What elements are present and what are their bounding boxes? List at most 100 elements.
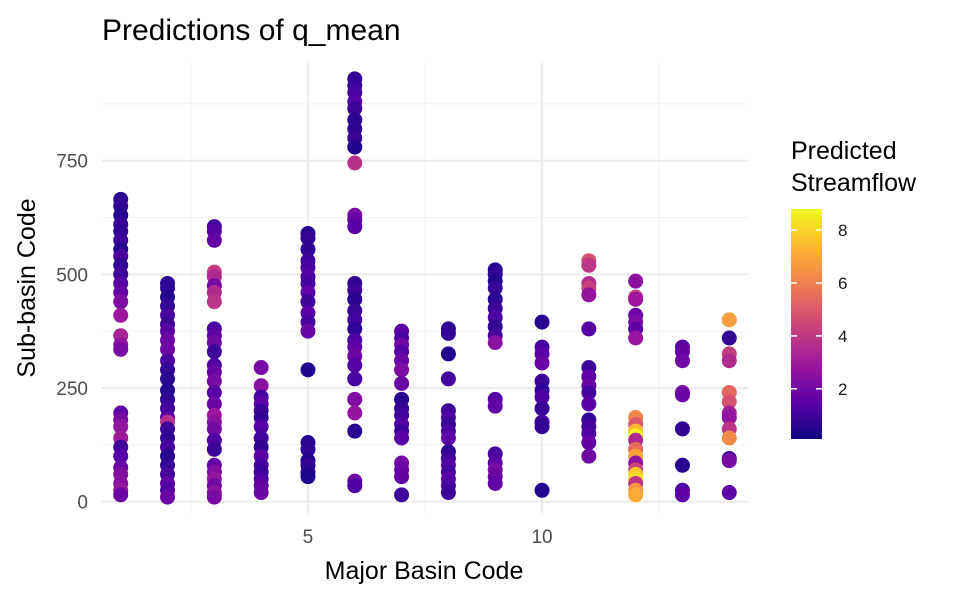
- data-point: [347, 321, 363, 337]
- legend-ticks: 2 4 6 8: [791, 221, 847, 399]
- data-point: [206, 385, 222, 401]
- legend-title-line-1: Predicted: [791, 137, 897, 165]
- data-point: [440, 485, 456, 501]
- data-point: [534, 400, 550, 416]
- y-axis-title: Sub-basin Code: [13, 198, 41, 377]
- data-point: [534, 419, 550, 435]
- data-point: [347, 357, 363, 373]
- data-point: [721, 430, 737, 446]
- data-point: [160, 489, 176, 505]
- data-point: [581, 287, 597, 303]
- data-point: [721, 353, 737, 369]
- data-point: [440, 346, 456, 362]
- data-point: [347, 155, 363, 171]
- data-point: [113, 487, 129, 503]
- data-point: [581, 385, 597, 401]
- data-point: [347, 423, 363, 439]
- legend-title-line-2: Streamflow: [791, 169, 917, 197]
- data-point: [300, 323, 316, 339]
- data-point: [206, 294, 222, 310]
- y-tick-label: 750: [56, 152, 88, 173]
- data-point: [113, 341, 129, 357]
- data-point: [206, 232, 222, 248]
- data-point: [206, 421, 222, 437]
- data-point: [160, 341, 176, 357]
- data-point: [160, 371, 176, 387]
- data-point: [206, 489, 222, 505]
- data-point: [347, 478, 363, 494]
- data-point: [253, 360, 269, 376]
- data-point: [347, 100, 363, 116]
- data-point: [674, 387, 690, 403]
- y-tick-label: 500: [56, 265, 88, 286]
- legend-colorbar: [791, 209, 822, 439]
- data-point: [534, 389, 550, 405]
- data-point: [721, 485, 737, 501]
- data-point: [113, 307, 129, 323]
- data-point: [674, 487, 690, 503]
- data-point: [300, 441, 316, 457]
- data-point: [628, 291, 644, 307]
- data-point: [534, 482, 550, 498]
- data-point: [253, 378, 269, 394]
- axis-tick-labels: 5 10 0 250 500 750: [56, 152, 552, 548]
- data-point: [487, 280, 503, 296]
- data-point: [206, 344, 222, 360]
- data-point: [347, 391, 363, 407]
- data-point: [440, 371, 456, 387]
- legend: Predicted Streamflow 2 4 6 8: [791, 137, 917, 439]
- data-point: [206, 373, 222, 389]
- data-point: [394, 362, 410, 378]
- data-point: [394, 487, 410, 503]
- data-point: [347, 371, 363, 387]
- data-point: [487, 398, 503, 414]
- data-point: [347, 219, 363, 235]
- legend-tick-label: 6: [838, 274, 847, 293]
- data-point: [487, 475, 503, 491]
- data-point: [674, 457, 690, 473]
- data-point: [674, 421, 690, 437]
- data-point: [581, 448, 597, 464]
- data-point: [300, 362, 316, 378]
- legend-tick-label: 8: [838, 221, 847, 240]
- data-point: [721, 312, 737, 328]
- data-point: [534, 314, 550, 330]
- data-point: [394, 375, 410, 391]
- data-point: [394, 430, 410, 446]
- data-point: [628, 273, 644, 289]
- data-points: [113, 71, 737, 505]
- y-tick-label: 250: [56, 379, 88, 400]
- data-point: [394, 469, 410, 485]
- data-point: [581, 435, 597, 451]
- data-point: [347, 139, 363, 155]
- data-point: [534, 355, 550, 371]
- data-point: [347, 291, 363, 307]
- chart-title: Predictions of q_mean: [102, 14, 401, 47]
- data-point: [253, 485, 269, 501]
- data-point: [628, 330, 644, 346]
- data-point: [674, 353, 690, 369]
- data-point: [440, 325, 456, 341]
- data-point: [721, 453, 737, 469]
- data-point: [300, 469, 316, 485]
- data-point: [347, 405, 363, 421]
- data-point: [206, 396, 222, 412]
- data-point: [300, 241, 316, 257]
- x-tick-label: 10: [531, 527, 552, 548]
- data-point: [440, 430, 456, 446]
- data-point: [581, 396, 597, 412]
- data-point: [581, 321, 597, 337]
- x-tick-label: 5: [303, 527, 314, 548]
- data-point: [300, 230, 316, 246]
- legend-tick-label: 4: [838, 327, 847, 346]
- data-point: [206, 441, 222, 457]
- data-point: [487, 335, 503, 351]
- x-axis-title: Major Basin Code: [325, 557, 524, 585]
- data-point: [300, 294, 316, 310]
- data-point: [113, 419, 129, 435]
- data-point: [113, 448, 129, 464]
- data-point: [253, 419, 269, 435]
- data-point: [628, 487, 644, 503]
- grid-lines: [102, 63, 748, 513]
- data-point: [721, 330, 737, 346]
